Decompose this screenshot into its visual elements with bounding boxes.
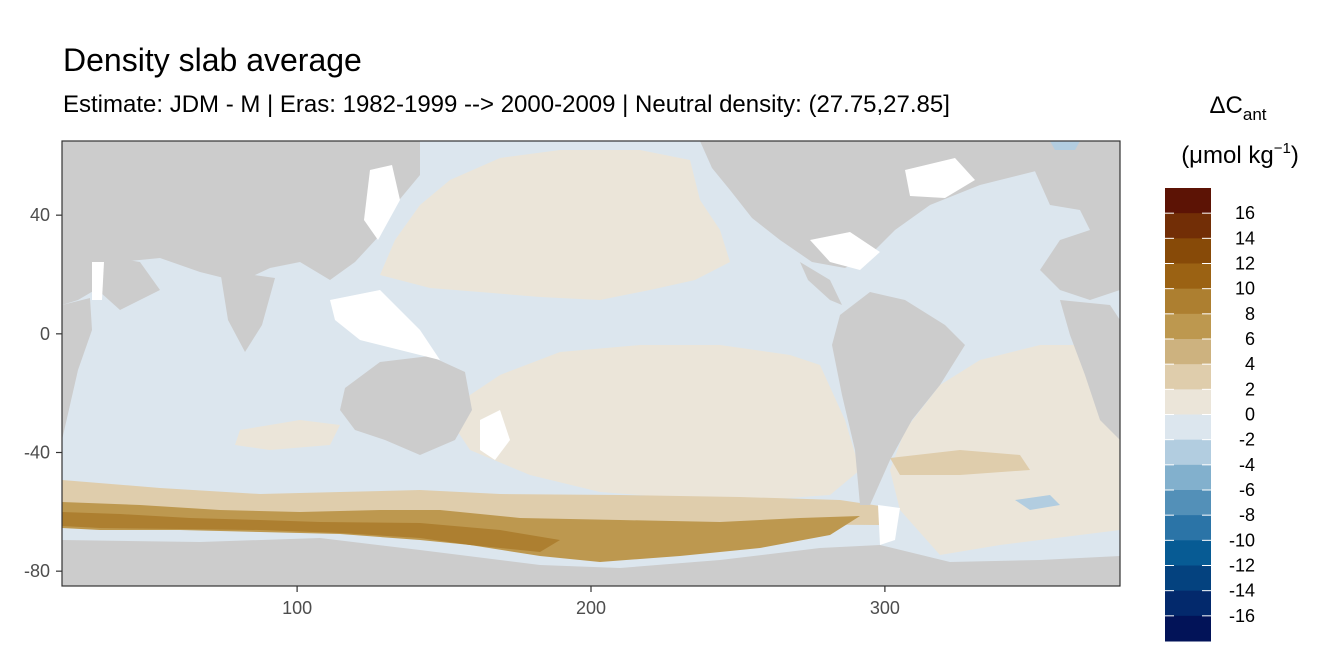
legend-label: -6 xyxy=(1239,480,1255,500)
legend-swatch xyxy=(1165,238,1211,264)
legend-labels: 16 14 12 10 8 6 4 2 0 -2 -4 -6 -8 -10 -12 -14 -16 xyxy=(1229,203,1255,626)
eurasia-land xyxy=(62,141,420,305)
chart-subtitle: Estimate: JDM - M | Eras: 1982-1999 --> … xyxy=(63,91,950,118)
legend-swatch xyxy=(1165,213,1211,239)
arabia-land xyxy=(96,255,160,310)
legend-unit-superscript: −1 xyxy=(1274,140,1291,157)
legend-swatch xyxy=(1165,490,1211,516)
australia-land xyxy=(340,356,472,455)
europe-land xyxy=(1030,150,1120,300)
africa-east-land xyxy=(1060,300,1120,440)
north-pacific-gap xyxy=(364,165,400,240)
legend-label: -2 xyxy=(1239,430,1255,450)
legend-label: -10 xyxy=(1229,530,1255,550)
nz-gap xyxy=(480,410,510,460)
legend-label: 16 xyxy=(1235,203,1255,223)
x-tick-label: 200 xyxy=(576,598,606,618)
legend-swatch xyxy=(1165,288,1211,315)
legend-label: -16 xyxy=(1229,606,1255,626)
legend-swatch xyxy=(1165,364,1211,390)
legend-title-main: ΔC xyxy=(1209,92,1242,119)
legend-swatch xyxy=(1165,263,1211,290)
legend-label: 0 xyxy=(1245,405,1255,425)
antarctica-land xyxy=(62,538,1120,586)
legend-label: -4 xyxy=(1239,455,1255,475)
drake-gap xyxy=(878,505,900,545)
legend-swatch xyxy=(1165,188,1211,214)
legend-label: 10 xyxy=(1235,279,1255,299)
x-tick-label: 300 xyxy=(870,598,900,618)
legend-title: ΔCant xyxy=(1209,92,1266,124)
weddell-tan-region xyxy=(890,450,1030,475)
legend-label: -12 xyxy=(1229,556,1255,576)
legend-unit: (μmol kg−1) xyxy=(1181,140,1299,169)
legend-label: -14 xyxy=(1229,581,1255,601)
legend-label: 14 xyxy=(1235,228,1255,248)
legend-swatch xyxy=(1165,540,1211,566)
south-pacific-region xyxy=(450,345,860,500)
map-panel xyxy=(62,141,1120,586)
y-tick-label: 0 xyxy=(40,324,50,344)
arctic-blue-patch xyxy=(1050,141,1080,150)
legend-swatch xyxy=(1165,439,1211,466)
central-america-land xyxy=(800,262,842,305)
x-tick-label: 100 xyxy=(282,598,312,618)
legend-swatch xyxy=(1165,464,1211,491)
red-sea-gap xyxy=(92,262,104,300)
no-data-areas xyxy=(92,158,975,545)
south-atlantic-region xyxy=(890,345,1120,555)
legend-label: 2 xyxy=(1245,379,1255,399)
land-masses xyxy=(62,141,1120,586)
x-axis: 100 200 300 xyxy=(282,586,900,618)
legend-label: -8 xyxy=(1239,505,1255,525)
legend-label: 8 xyxy=(1245,304,1255,324)
y-tick-label: 40 xyxy=(30,205,50,225)
legend-label: 12 xyxy=(1235,254,1255,274)
north-america-land xyxy=(700,141,1120,268)
atlantic-blue-patch xyxy=(1015,495,1060,510)
legend-swatch xyxy=(1165,615,1211,642)
legend-swatch xyxy=(1165,389,1211,415)
legend: ΔCant (μmol kg−1) 16 14 12 10 8 6 4 2 0 -2 -4 -6 -8 -… xyxy=(1165,92,1299,642)
legend-swatch xyxy=(1165,313,1211,340)
south-america-land xyxy=(832,292,965,505)
legend-swatch xyxy=(1165,414,1211,441)
legend-label: 6 xyxy=(1245,329,1255,349)
indonesia-gap xyxy=(330,290,440,360)
legend-swatch xyxy=(1165,515,1211,541)
legend-label: 4 xyxy=(1245,354,1255,374)
legend-colorbar xyxy=(1165,188,1211,642)
africa-land xyxy=(62,298,92,440)
legend-swatch xyxy=(1165,565,1211,592)
indian-east-region xyxy=(235,420,340,450)
legend-title-subscript: ant xyxy=(1243,105,1267,124)
caribbean-gap xyxy=(810,232,880,270)
chart-title: Density slab average xyxy=(63,42,362,78)
y-axis: 40 0 -40 -80 xyxy=(24,205,62,581)
southern-ocean-darker-belt xyxy=(62,512,560,552)
legend-swatch xyxy=(1165,590,1211,617)
legend-unit-close: ) xyxy=(1291,142,1299,169)
legend-unit-open: (μmol kg xyxy=(1181,142,1274,169)
legend-swatch xyxy=(1165,339,1211,365)
india-land xyxy=(220,270,275,352)
y-tick-label: -80 xyxy=(24,561,50,581)
north-pacific-region xyxy=(380,150,730,300)
hudson-gap xyxy=(905,158,975,198)
y-tick-label: -40 xyxy=(24,443,50,463)
